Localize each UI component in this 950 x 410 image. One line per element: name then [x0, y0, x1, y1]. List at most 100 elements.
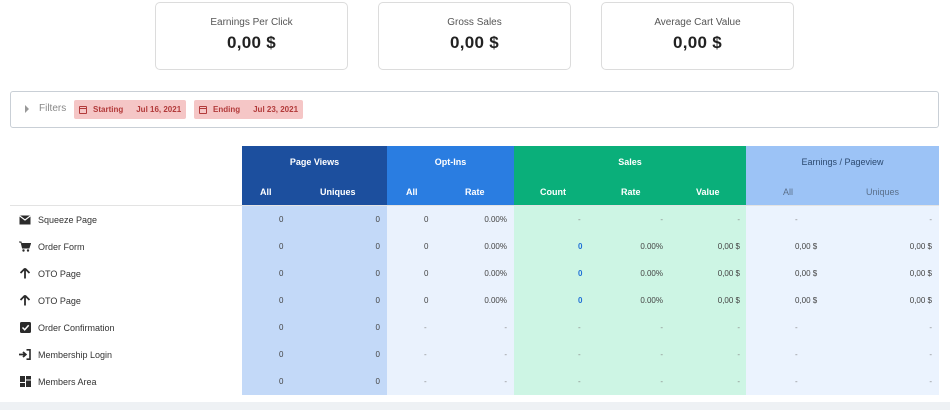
table-row: Membership Login 0 0 - - - - - - -	[10, 341, 939, 368]
page-name-cell[interactable]: Order Form	[10, 233, 242, 260]
col-oi-rate[interactable]: Rate	[465, 178, 505, 205]
oi-all-value: -	[424, 350, 427, 359]
earnings-pageview-header: Earnings / Pageview	[746, 146, 939, 178]
sales-count-value[interactable]: -	[578, 377, 581, 386]
arrow-up-icon	[19, 295, 31, 307]
table-group-header: Page Views Opt-Ins Sales Earnings / Page…	[10, 146, 939, 178]
card-value: 0,00 $	[226, 33, 277, 52]
card-label: Earnings Per Click	[210, 17, 293, 28]
dashboard-icon	[19, 376, 31, 388]
col-sales-count[interactable]: Count	[540, 178, 580, 205]
sign-in-icon	[19, 349, 31, 361]
ep-all-value: -	[795, 323, 798, 332]
ending-date-chip[interactable]: Ending Jul 23, 2021	[194, 100, 304, 119]
ep-all-value: 0,00 $	[795, 242, 818, 251]
ending-label: Ending	[213, 105, 241, 114]
sales-rate-value: -	[660, 323, 663, 332]
starting-value: Jul 16, 2021	[136, 105, 182, 114]
ep-all-value: 0,00 $	[795, 269, 818, 278]
sales-count-value[interactable]: -	[578, 215, 581, 224]
ep-uniques-value: -	[929, 323, 932, 332]
oi-all-value: 0	[424, 269, 429, 278]
page-name[interactable]: OTO Page	[38, 295, 81, 306]
ep-all-value: 0,00 $	[795, 296, 818, 305]
col-oi-all[interactable]: All	[406, 178, 436, 205]
card-label: Average Cart Value	[654, 17, 741, 28]
pv-all-value: 0	[279, 323, 284, 332]
col-pv-all[interactable]: All	[260, 178, 290, 205]
page-name[interactable]: Membership Login	[38, 349, 113, 360]
sales-rate-value: -	[660, 350, 663, 359]
sales-rate-value: -	[660, 377, 663, 386]
sales-value-value: 0,00 $	[717, 242, 740, 251]
ep-uniques-value: -	[929, 215, 932, 224]
sales-value-value: -	[737, 215, 740, 224]
sales-header: Sales	[514, 146, 746, 178]
pv-all-value: 0	[279, 242, 284, 251]
filters-label[interactable]: Filters	[39, 103, 67, 114]
caret-right-icon[interactable]	[25, 105, 29, 113]
ep-all-value: -	[795, 215, 798, 224]
sales-rate-value: -	[660, 215, 663, 224]
sales-count-value[interactable]: -	[578, 323, 581, 332]
oi-rate-value: -	[504, 377, 507, 386]
gross-sales-card: Gross Sales 0,00 $	[378, 2, 571, 70]
col-pv-uniques[interactable]: Uniques	[320, 178, 370, 205]
page-name-cell[interactable]: OTO Page	[10, 287, 242, 314]
calendar-icon	[79, 105, 87, 114]
col-ep-uniques[interactable]: Uniques	[866, 178, 916, 205]
sales-value-value: -	[737, 350, 740, 359]
card-label: Gross Sales	[447, 17, 502, 28]
oi-all-value: 0	[424, 296, 429, 305]
table-row: OTO Page 0 0 0 0.00% 0 0.00% 0,00 $ 0,00…	[10, 287, 939, 314]
page-name[interactable]: Order Form	[38, 241, 85, 252]
cart-icon	[19, 241, 31, 253]
page-views-header: Page Views	[242, 146, 387, 178]
page-name-cell[interactable]: Membership Login	[10, 341, 242, 368]
oi-rate-value: -	[504, 323, 507, 332]
ep-all-value: -	[795, 377, 798, 386]
table-row: Members Area 0 0 - - - - - - -	[10, 368, 939, 395]
ep-uniques-value: 0,00 $	[909, 296, 932, 305]
oi-rate-value: -	[504, 350, 507, 359]
summary-cards: Earnings Per Click 0,00 $ Gross Sales 0,…	[0, 2, 950, 70]
col-sales-rate[interactable]: Rate	[621, 178, 661, 205]
sales-count-value[interactable]: 0	[578, 269, 583, 278]
pv-uniques-value: 0	[375, 377, 380, 386]
pv-uniques-value: 0	[375, 350, 380, 359]
average-cart-value-card: Average Cart Value 0,00 $	[601, 2, 794, 70]
starting-date-chip[interactable]: Starting Jul 16, 2021	[74, 100, 187, 119]
ep-uniques-value: -	[929, 377, 932, 386]
ep-all-value: -	[795, 350, 798, 359]
earnings-per-click-card: Earnings Per Click 0,00 $	[155, 2, 348, 70]
envelope-icon	[19, 214, 31, 226]
col-sales-value[interactable]: Value	[696, 178, 736, 205]
page-name[interactable]: Members Area	[38, 376, 97, 387]
col-ep-all[interactable]: All	[783, 178, 813, 205]
pv-uniques-value: 0	[375, 242, 380, 251]
pv-uniques-value: 0	[375, 296, 380, 305]
pv-all-value: 0	[279, 269, 284, 278]
page-name[interactable]: Squeeze Page	[38, 214, 98, 225]
oi-rate-value: 0.00%	[484, 215, 507, 224]
sales-count-value[interactable]: 0	[578, 242, 583, 251]
page-name-cell[interactable]: Members Area	[10, 368, 242, 395]
sales-value-value: 0,00 $	[717, 296, 740, 305]
oi-rate-value: 0.00%	[484, 269, 507, 278]
pv-uniques-value: 0	[375, 323, 380, 332]
card-value: 0,00 $	[449, 33, 500, 52]
page-name[interactable]: OTO Page	[38, 268, 81, 279]
oi-all-value: -	[424, 377, 427, 386]
sales-count-value[interactable]: -	[578, 350, 581, 359]
page-name[interactable]: Order Confirmation	[38, 322, 115, 333]
page-name-cell[interactable]: Squeeze Page	[10, 206, 242, 233]
funnel-stats-table: Page Views Opt-Ins Sales Earnings / Page…	[10, 146, 939, 395]
pv-uniques-value: 0	[375, 269, 380, 278]
page-name-cell[interactable]: OTO Page	[10, 260, 242, 287]
oi-all-value: 0	[424, 242, 429, 251]
filters-bar[interactable]: Filters Starting Jul 16, 2021 Ending Jul…	[10, 91, 939, 128]
page-name-cell[interactable]: Order Confirmation	[10, 314, 242, 341]
sales-count-value[interactable]: 0	[578, 296, 583, 305]
check-square-icon	[19, 322, 31, 334]
pv-all-value: 0	[279, 215, 284, 224]
